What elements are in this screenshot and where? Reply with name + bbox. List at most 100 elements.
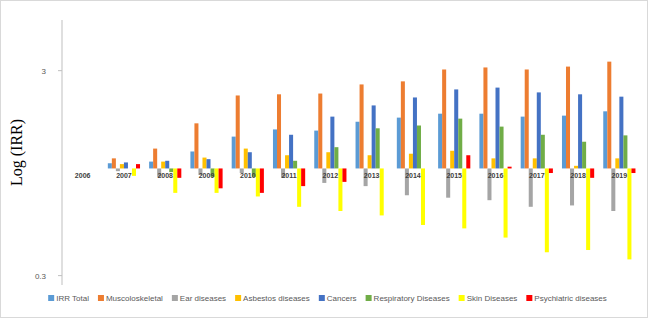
bar: [330, 117, 334, 169]
bar: [326, 152, 330, 168]
bar: [508, 167, 512, 169]
y-axis-title: Log (IRR): [8, 119, 26, 186]
bar: [578, 94, 582, 168]
chart: 30.3Log (IRR)200620072008200920102011201…: [0, 0, 648, 318]
legend-swatch: [48, 295, 54, 301]
bar: [277, 94, 281, 168]
x-tick-label: 2017: [529, 172, 545, 179]
legend-swatch: [366, 295, 372, 301]
bars: [108, 62, 636, 260]
bar: [244, 149, 248, 169]
bar: [574, 166, 578, 169]
bar: [297, 168, 301, 206]
x-tick-label: 2011: [281, 172, 296, 179]
bar: [248, 152, 252, 168]
y-tick-label: 3: [42, 67, 47, 76]
legend-label: Asbestos diseases: [243, 294, 310, 303]
legend-swatch: [526, 295, 532, 301]
bar: [566, 67, 570, 169]
x-tick-label: 2018: [570, 172, 586, 179]
bar: [112, 158, 116, 168]
x-tick-label: 2015: [446, 172, 462, 179]
bar: [165, 161, 169, 169]
bar: [380, 168, 384, 215]
bar: [619, 97, 623, 169]
legend-label: Cancers: [327, 294, 357, 303]
bar: [149, 162, 153, 169]
bar: [215, 168, 219, 192]
bar: [67, 168, 71, 169]
legend-label: Muscoloskeletal: [106, 294, 163, 303]
bar: [623, 135, 627, 168]
legend-label: Respiratory Diseases: [374, 294, 450, 303]
bar: [454, 89, 458, 168]
bar: [173, 168, 177, 192]
bar: [360, 84, 364, 168]
bar: [202, 158, 206, 169]
bar: [289, 135, 293, 169]
x-tick-label: 2007: [116, 172, 132, 179]
bar: [586, 168, 590, 250]
x-tick-label: 2016: [488, 172, 504, 179]
bar: [607, 62, 611, 169]
y-tick: [58, 70, 62, 71]
x-tick-label: 2014: [405, 172, 421, 179]
bar: [318, 94, 322, 169]
legend-swatch: [459, 295, 465, 301]
y-tick: [58, 275, 62, 276]
bar: [232, 137, 236, 169]
bar: [458, 119, 462, 169]
legend-label: Ear diseases: [180, 294, 226, 303]
bar: [190, 151, 194, 168]
bar: [549, 168, 553, 173]
bar: [132, 168, 136, 175]
bar: [462, 168, 466, 228]
bar: [136, 164, 140, 168]
bar: [356, 122, 360, 169]
bar: [194, 123, 198, 168]
bar: [256, 168, 260, 196]
bar: [615, 158, 619, 168]
legend-swatch: [235, 295, 241, 301]
bar: [128, 168, 132, 169]
x-tick-label: 2006: [75, 172, 91, 179]
bar: [479, 114, 483, 169]
bar: [368, 155, 372, 168]
bar: [603, 111, 607, 168]
bar: [273, 129, 277, 168]
bar: [483, 67, 487, 168]
bar: [533, 158, 537, 168]
bar: [108, 163, 112, 168]
bar: [421, 168, 425, 225]
legend-label: Skin Diseases: [467, 294, 518, 303]
bar: [582, 142, 586, 169]
bar: [409, 154, 413, 169]
bar: [417, 126, 421, 169]
bar: [491, 158, 495, 168]
bar: [120, 164, 124, 168]
bar: [500, 127, 504, 169]
chart-border: [1, 1, 648, 318]
x-tick-label: 2013: [364, 172, 380, 179]
bar: [95, 168, 99, 169]
bar: [438, 114, 442, 169]
bar: [236, 95, 240, 168]
bar: [83, 168, 87, 169]
legend: IRR TotalMuscoloskeletalEar diseasesAsbe…: [48, 294, 607, 303]
x-tick-label: 2010: [240, 172, 256, 179]
legend-swatch: [98, 295, 104, 301]
bar: [413, 97, 417, 168]
bar: [91, 168, 95, 169]
bar: [537, 92, 541, 168]
legend-label: Psychiatric diseases: [534, 294, 606, 303]
bar: [207, 159, 211, 168]
legend-swatch: [172, 295, 178, 301]
bar: [521, 117, 525, 169]
bar: [285, 155, 289, 168]
bar: [376, 128, 380, 168]
bar: [450, 151, 454, 169]
bar: [504, 168, 508, 237]
bar: [116, 168, 120, 171]
bar: [466, 155, 470, 168]
bar: [541, 135, 545, 169]
